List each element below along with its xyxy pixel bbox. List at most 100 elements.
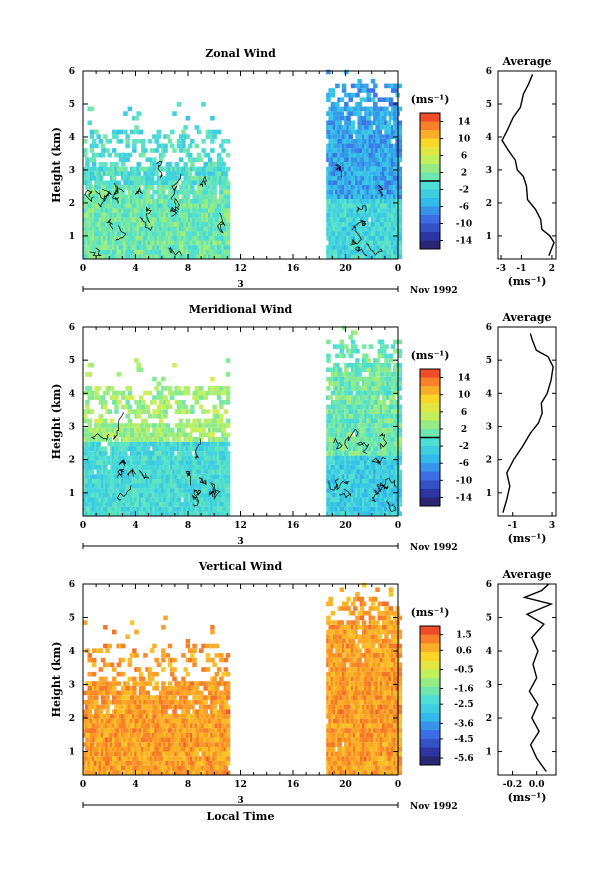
heatmap-cell <box>125 139 130 144</box>
heatmap-cell <box>377 404 382 410</box>
heatmap-cell <box>143 235 148 241</box>
heatmap-cell <box>339 339 345 345</box>
heatmap-cell <box>167 162 173 167</box>
heatmap-cell <box>156 226 162 232</box>
heatmap-cell <box>199 469 204 475</box>
heatmap-cell <box>149 502 155 507</box>
heatmap-cell <box>397 469 403 475</box>
heatmap-cell <box>192 511 197 516</box>
heatmap-cell <box>158 465 164 470</box>
heatmap-cell <box>127 404 133 410</box>
heatmap-cell <box>384 376 389 382</box>
colorbar-unit: (ms⁻¹) <box>411 93 450 106</box>
heatmap-cell <box>377 418 382 424</box>
heatmap-cell <box>357 413 362 419</box>
heatmap-cell <box>341 231 347 236</box>
heatmap-cell <box>364 111 369 116</box>
heatmap-cell <box>214 497 220 503</box>
heatmap-cell <box>341 83 347 89</box>
heatmap-cell <box>364 478 369 484</box>
heatmap-cell <box>85 249 90 255</box>
heatmap-cell <box>341 427 347 433</box>
heatmap-cell <box>361 180 367 186</box>
heatmap-cell <box>221 249 226 255</box>
heatmap-cell <box>357 235 362 241</box>
heatmap-cell <box>91 212 97 218</box>
heatmap-cell <box>183 162 188 167</box>
heatmap-cell <box>178 432 184 438</box>
heatmap-cell <box>357 455 362 461</box>
heatmap-cell <box>185 134 191 139</box>
heatmap-cell <box>397 254 403 259</box>
heatmap-cell <box>366 400 371 405</box>
heatmap-cell <box>348 427 353 433</box>
heatmap-cell <box>83 175 88 181</box>
heatmap-cell <box>397 222 403 227</box>
heatmap-cell <box>214 427 220 433</box>
heatmap-cell <box>170 478 175 484</box>
heatmap-cell <box>221 254 226 259</box>
heatmap-cell <box>85 469 90 475</box>
heatmap-cell <box>123 194 128 199</box>
colorbar-tick-label: -10 <box>456 220 472 230</box>
heatmap-cell <box>214 208 220 213</box>
heatmap-cell <box>156 465 162 470</box>
heatmap-cell <box>143 245 148 250</box>
heatmap-cell <box>105 427 110 433</box>
heatmap-cell <box>341 180 347 186</box>
heatmap-cell <box>87 451 92 456</box>
heatmap-cell <box>112 400 117 405</box>
heatmap-cell <box>335 437 340 442</box>
heatmap-cell <box>91 432 97 438</box>
heatmap-cell <box>107 139 112 144</box>
heatmap-cell <box>364 437 369 442</box>
heatmap-cell <box>85 222 90 227</box>
heatmap-cell <box>129 432 135 438</box>
heatmap-cell <box>127 492 133 498</box>
heatmap-cell <box>328 226 333 232</box>
heatmap-cell <box>114 446 119 451</box>
heatmap-cell <box>85 235 90 241</box>
heatmap-cell <box>109 162 115 167</box>
heatmap-cell <box>194 143 200 149</box>
heatmap-cell <box>225 249 231 255</box>
heatmap-cell <box>375 180 380 186</box>
heatmap-cell <box>384 441 389 447</box>
contour-line <box>354 219 367 227</box>
heatmap-cell <box>335 245 340 250</box>
heatmap-cell <box>100 451 106 456</box>
heatmap-cell <box>149 249 155 255</box>
heatmap-cell <box>335 502 340 507</box>
colorbar-segment <box>420 147 440 156</box>
heatmap-cell <box>348 254 353 259</box>
heatmap-cell <box>143 254 148 259</box>
heatmap-cell <box>136 235 141 241</box>
y-tick-label: 3 <box>69 422 75 432</box>
heatmap-cell <box>370 166 376 172</box>
heatmap-cell <box>91 162 97 167</box>
heatmap-cell <box>201 139 206 144</box>
heatmap-cell <box>199 235 204 241</box>
heatmap-cell <box>163 143 168 149</box>
heatmap-cell <box>377 175 382 181</box>
heatmap-cell <box>192 502 197 507</box>
heatmap-cell <box>120 390 126 396</box>
heatmap-cell <box>134 139 139 144</box>
x-tick-label: 0 <box>395 521 401 531</box>
heatmap-cell <box>382 212 387 218</box>
heatmap-cell <box>187 157 193 162</box>
heatmap-cell <box>357 102 362 107</box>
heatmap-cell <box>107 185 112 190</box>
heatmap-cell <box>178 492 184 498</box>
heatmap-cell <box>341 413 347 419</box>
contour-line <box>357 441 370 454</box>
heatmap-cell <box>328 235 333 241</box>
heatmap-cell <box>386 390 391 396</box>
heatmap-cell <box>225 372 231 377</box>
heatmap-cell <box>149 180 155 186</box>
heatmap-cell <box>178 166 184 172</box>
heatmap-cell <box>205 455 211 461</box>
heatmap-cell <box>181 409 186 414</box>
heatmap-cell <box>109 418 115 424</box>
heatmap-cell <box>185 240 191 246</box>
